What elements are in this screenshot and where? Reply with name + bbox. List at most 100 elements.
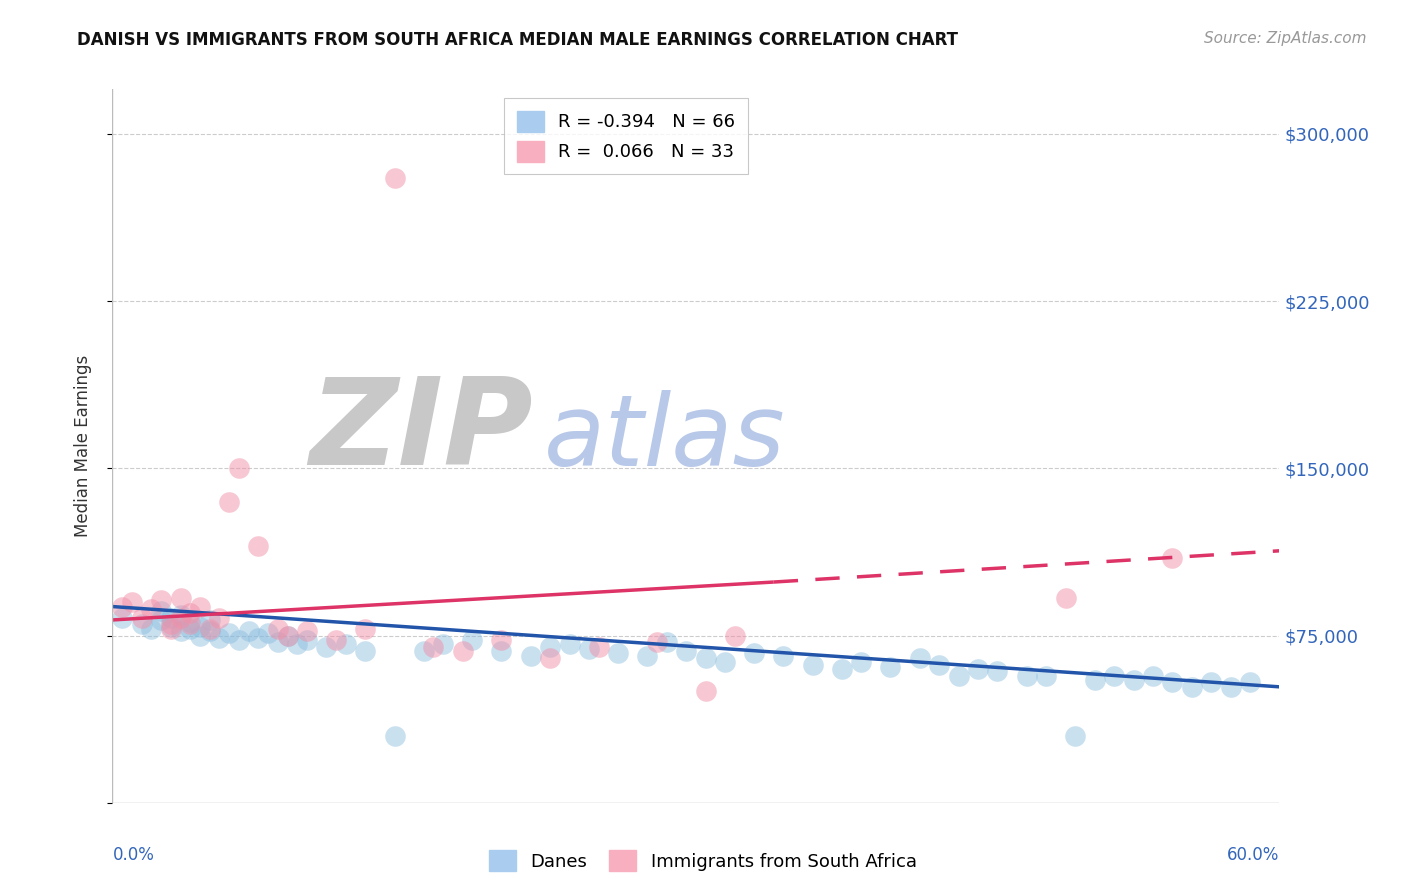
Point <box>228 633 250 648</box>
Point <box>461 633 484 648</box>
Point <box>198 613 221 627</box>
Point <box>208 610 231 624</box>
Point <box>208 631 231 645</box>
Point <box>247 539 270 553</box>
Point <box>695 651 717 665</box>
Point <box>160 617 183 632</box>
Point <box>1161 550 1184 565</box>
Point <box>150 613 173 627</box>
Point <box>257 626 280 640</box>
Point <box>1201 675 1223 690</box>
Text: atlas: atlas <box>544 391 786 487</box>
Point <box>948 669 970 683</box>
Point <box>772 648 794 663</box>
Point <box>188 599 211 614</box>
Point <box>160 610 183 624</box>
Point <box>267 622 290 636</box>
Point <box>1084 673 1107 687</box>
Point <box>578 642 600 657</box>
Point <box>607 646 630 660</box>
Point <box>1239 675 1261 690</box>
Legend: R = -0.394   N = 66, R =  0.066   N = 33: R = -0.394 N = 66, R = 0.066 N = 33 <box>503 98 748 174</box>
Point <box>1015 669 1038 683</box>
Text: 0.0%: 0.0% <box>112 846 155 863</box>
Point <box>354 644 377 658</box>
Point <box>295 624 318 639</box>
Point <box>247 631 270 645</box>
Point <box>879 660 901 674</box>
Point <box>141 601 163 615</box>
Point <box>986 664 1008 678</box>
Point <box>491 644 513 658</box>
Point <box>169 624 191 639</box>
Point <box>1054 591 1077 605</box>
Point <box>538 640 561 654</box>
Point <box>695 684 717 698</box>
Point <box>160 622 183 636</box>
Point <box>1122 673 1144 687</box>
Point <box>179 622 201 636</box>
Point <box>1064 729 1087 743</box>
Point <box>325 633 347 648</box>
Point <box>218 494 240 508</box>
Point <box>131 610 153 624</box>
Point <box>851 655 873 669</box>
Point <box>1181 680 1204 694</box>
Point <box>558 637 581 651</box>
Point <box>451 644 474 658</box>
Point <box>675 644 697 658</box>
Point <box>801 657 824 672</box>
Point <box>150 604 173 618</box>
Point <box>285 637 308 651</box>
Point <box>645 635 668 649</box>
Point <box>238 624 260 639</box>
Point <box>111 610 134 624</box>
Point <box>412 644 434 658</box>
Text: Source: ZipAtlas.com: Source: ZipAtlas.com <box>1204 31 1367 46</box>
Point <box>276 628 298 642</box>
Point <box>169 608 191 623</box>
Point <box>384 171 406 186</box>
Point <box>432 637 454 651</box>
Point <box>198 624 221 639</box>
Point <box>131 617 153 632</box>
Point <box>169 591 191 605</box>
Point <box>335 637 357 651</box>
Point <box>1035 669 1057 683</box>
Point <box>831 662 853 676</box>
Point <box>276 628 298 642</box>
Text: DANISH VS IMMIGRANTS FROM SOUTH AFRICA MEDIAN MALE EARNINGS CORRELATION CHART: DANISH VS IMMIGRANTS FROM SOUTH AFRICA M… <box>77 31 959 49</box>
Point <box>1219 680 1241 694</box>
Point <box>1142 669 1164 683</box>
Point <box>1102 669 1125 683</box>
Point <box>588 640 610 654</box>
Point <box>354 622 377 636</box>
Point <box>169 610 191 624</box>
Point <box>724 628 747 642</box>
Point <box>188 619 211 633</box>
Point <box>121 595 143 609</box>
Point <box>198 622 221 636</box>
Point <box>714 655 737 669</box>
Point <box>111 599 134 614</box>
Point <box>218 626 240 640</box>
Point <box>908 651 931 665</box>
Point <box>315 640 337 654</box>
Point <box>295 633 318 648</box>
Point <box>744 646 766 660</box>
Point <box>928 657 950 672</box>
Point <box>267 635 290 649</box>
Point <box>188 628 211 642</box>
Point <box>179 607 201 621</box>
Point <box>150 592 173 607</box>
Point <box>179 617 201 632</box>
Text: ZIP: ZIP <box>309 373 533 491</box>
Point <box>422 640 444 654</box>
Y-axis label: Median Male Earnings: Median Male Earnings <box>73 355 91 537</box>
Point <box>141 622 163 636</box>
Point <box>160 619 183 633</box>
Point <box>1161 675 1184 690</box>
Point <box>967 662 990 676</box>
Point <box>179 615 201 630</box>
Point <box>655 635 678 649</box>
